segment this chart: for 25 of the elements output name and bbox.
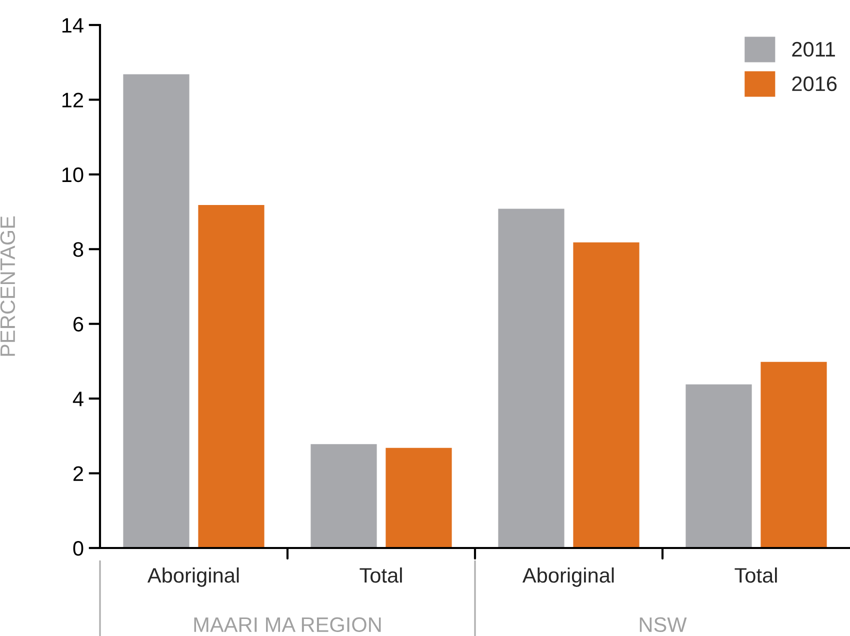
bar [122, 72, 191, 548]
y-tick-label: 14 [62, 18, 84, 33]
x-tick-label: Aboriginal [522, 567, 614, 587]
y-tick-label: 6 [74, 316, 84, 332]
bar [496, 207, 566, 548]
bar [309, 442, 378, 548]
y-tick-label: 2 [73, 466, 83, 481]
legend-label: 2016 [792, 76, 837, 92]
y-tick-label: 0 [73, 541, 84, 556]
bar [196, 204, 266, 548]
x-tick-label: Total [734, 567, 777, 583]
x-tick-label: Aboriginal [147, 567, 239, 587]
x-tick-label: Total [360, 567, 402, 583]
y-tick-label: 4 [72, 392, 84, 406]
bar [572, 240, 641, 548]
y-axis-title: PERCENTAGE [0, 216, 16, 356]
bar [759, 360, 828, 548]
y-tick-label: 8 [73, 242, 84, 257]
y-tick-label: 12 [62, 92, 83, 108]
text: NSW [640, 617, 687, 632]
bar [384, 446, 454, 548]
y-tick-label: 10 [62, 167, 84, 182]
text: MAARI MA REGION [194, 617, 381, 632]
legend-label: 2011 [792, 42, 835, 57]
bar [684, 382, 754, 548]
